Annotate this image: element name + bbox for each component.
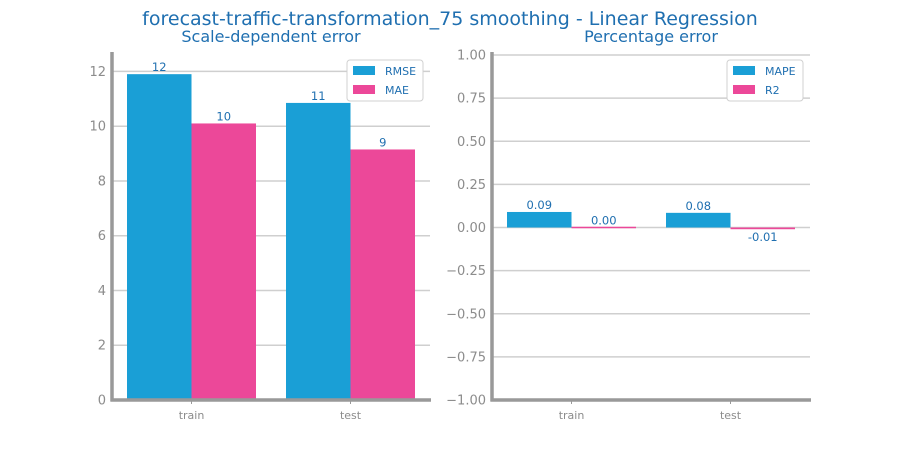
x-tick-label: train [179,409,205,422]
figure-title: forecast-traffic-transformation_75 smoot… [142,8,758,30]
legend-swatch-rmse [353,66,375,75]
y-tick-label: 8 [98,174,106,189]
legend-label-mape: MAPE [765,65,796,78]
legend-label-rmse: RMSE [385,65,416,78]
y-tick-label: −1.00 [446,394,486,409]
y-tick-label: 6 [98,229,106,244]
bar-mae-test [350,149,415,400]
legend: RMSE MAE [346,59,424,102]
bar-r2-test [730,227,795,230]
data-label: 12 [152,60,167,74]
y-tick-label: 12 [89,65,106,80]
x-tick-label: test [340,409,362,422]
legend: MAPE R2 [726,59,804,102]
chart-1-title: Scale-dependent error [181,27,361,46]
y-tick-label: 0.00 [457,221,486,236]
y-tick-label: 1.00 [457,49,486,64]
data-label: 9 [379,135,386,149]
legend-swatch-mae [353,85,375,94]
chart-scale-dependent-error: 0 2 4 6 8 10 12 12 11 10 9 train test RMSE MAE [89,52,431,422]
data-label: 11 [311,89,326,103]
bar-mae-train [191,123,256,400]
bar-mape-test [666,212,731,228]
legend-swatch-r2 [733,85,755,94]
legend-swatch-mape [733,66,755,75]
data-label: 0.09 [526,198,552,212]
bar-rmse-test [286,102,351,401]
legend-label-r2: R2 [765,84,780,97]
bar-rmse-train [127,74,192,401]
y-tick-label: 2 [98,339,106,354]
x-tick-label: test [720,409,742,422]
data-label: 10 [216,109,231,123]
legend-label-mae: MAE [385,84,409,97]
y-tick-label: 10 [89,120,106,135]
data-label: 0.08 [685,199,711,213]
data-label: -0.01 [748,230,778,244]
y-tick-label: −0.25 [446,264,486,279]
y-tick-label: −0.75 [446,350,486,365]
y-tick-label: 0.75 [457,92,486,107]
data-label: 0.00 [591,214,617,228]
chart-percentage-error: −1.00 −0.75 −0.50 −0.25 0.00 0.25 0.50 0.75 1.00… [446,49,811,422]
y-tick-label: 4 [98,284,106,299]
bar-r2-train [571,226,636,229]
y-tick-label: 0.50 [457,135,486,150]
chart-2-title: Percentage error [584,27,718,46]
x-tick-label: train [559,409,585,422]
y-tick-label: 0.25 [457,178,486,193]
y-tick-label: 0 [98,394,106,409]
bar-mape-train [507,211,572,228]
y-tick-label: −0.50 [446,307,486,322]
